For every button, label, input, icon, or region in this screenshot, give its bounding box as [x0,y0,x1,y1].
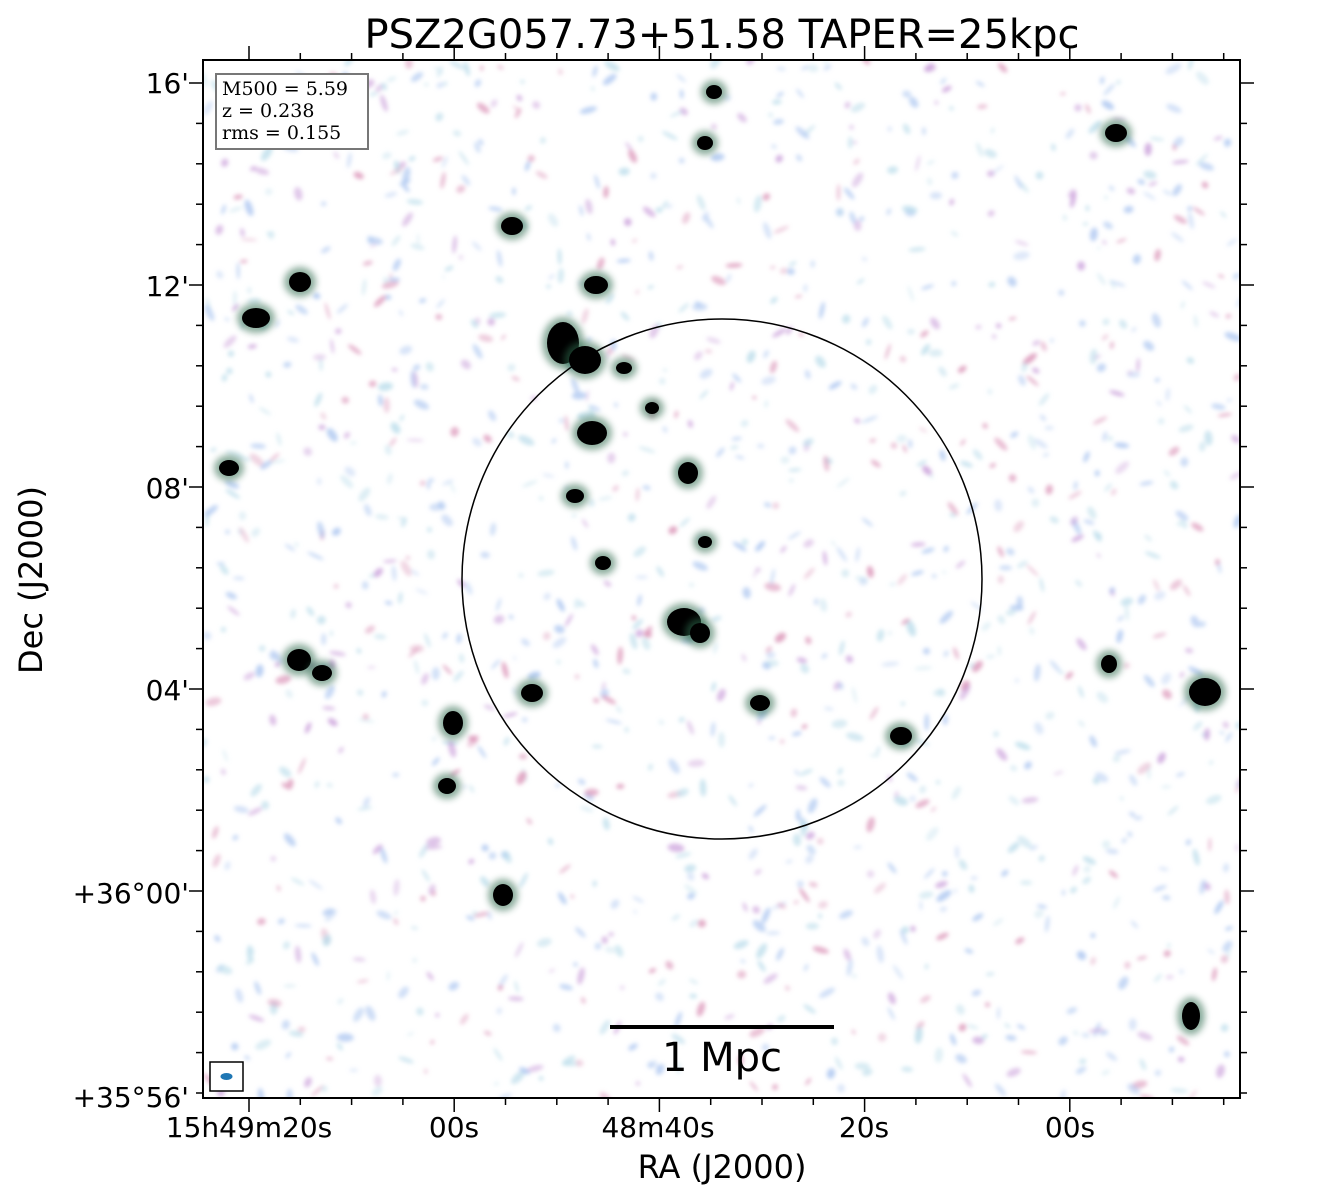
y-tick-label: 12' [146,270,189,303]
info-m500: M500 = 5.59 [222,78,348,100]
info-redshift: z = 0.238 [222,100,314,122]
axis-ticks [189,46,1254,1112]
source-core [501,217,523,235]
radio-image [203,60,1240,1098]
x-tick-label: 15h49m20s [166,1111,333,1144]
noise-field [203,60,1240,1098]
source-core [312,665,332,681]
source-core [521,684,543,702]
y-axis-label: Dec (J2000) [12,486,50,674]
source-core [750,695,770,711]
source-core [242,308,270,328]
source-core [566,489,584,503]
y-tick-label: +35°56' [73,1081,189,1114]
x-tick-labels: 15h49m20s 00s 48m40s 20s 00s [166,1111,1095,1144]
source-core [706,85,722,99]
source-core [289,272,311,292]
source-core [645,402,659,414]
source-core [438,778,456,794]
plot-frame [202,59,1241,1099]
x-axis-label: RA (J2000) [638,1148,807,1186]
source-core [577,421,607,445]
source-core [219,460,239,476]
y-tick-labels: 16' 12' 08' 04' +36°00' +35°56' [73,67,189,1114]
source-core [678,462,698,484]
source-core [1105,124,1127,142]
source-core [287,649,311,671]
source-core [698,536,712,548]
source-core [493,884,513,906]
source-core [690,623,710,643]
y-tick-label: 16' [146,67,189,100]
source-core [1101,655,1117,673]
y-tick-label: 08' [146,472,189,505]
source-core [569,346,601,374]
info-rms: rms = 0.155 [222,122,341,144]
source-core [584,276,608,294]
y-tick-label: +36°00' [73,877,189,910]
x-tick-label: 48m40s [601,1111,714,1144]
scale-bar-label: 1 Mpc [662,1035,782,1081]
y-tick-label: 04' [146,674,189,707]
x-tick-label: 20s [839,1111,889,1144]
x-tick-label: 00s [429,1111,479,1144]
source-core [697,136,713,150]
source-core [1182,1002,1200,1030]
plot-title: PSZ2G057.73+51.58 TAPER=25kpc [365,12,1080,58]
scale-bar: 1 Mpc [610,1025,834,1081]
source-core [890,727,912,745]
beam-ellipse [220,1073,233,1080]
r500-circle [461,318,983,840]
source-core [443,711,463,735]
info-box: M500 = 5.59 z = 0.238 rms = 0.155 [215,73,369,150]
x-tick-label: 00s [1045,1111,1095,1144]
beam-marker [209,1061,244,1092]
source-core [1189,678,1221,706]
source-core [616,362,632,374]
source-core [595,556,611,570]
